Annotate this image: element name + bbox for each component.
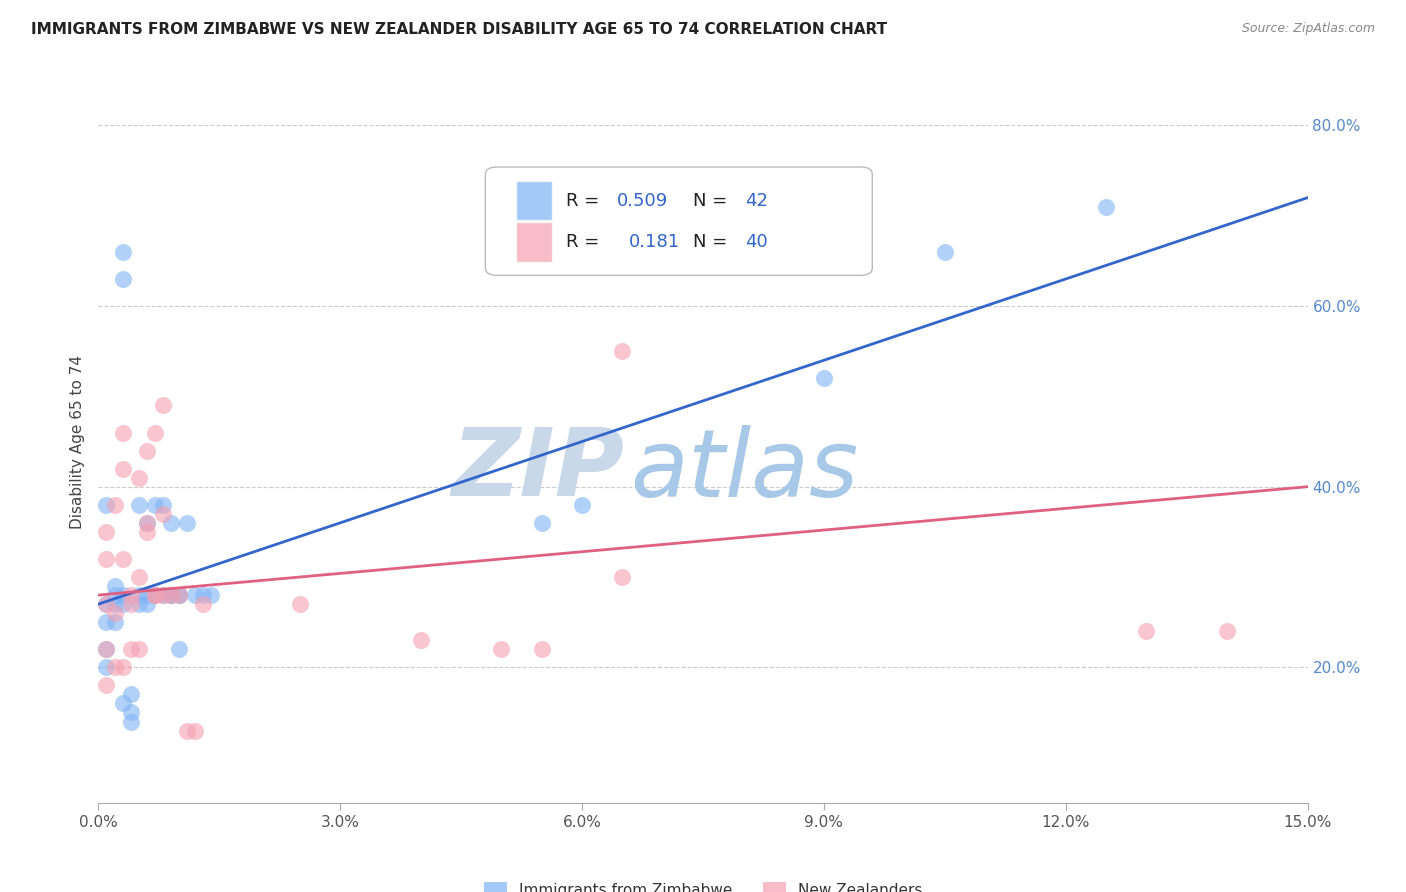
Point xyxy=(288,597,311,611)
Point xyxy=(409,633,432,648)
Point xyxy=(176,723,198,738)
Point xyxy=(813,371,835,385)
Text: atlas: atlas xyxy=(630,425,859,516)
Point xyxy=(96,498,118,512)
Point xyxy=(152,588,174,602)
Point xyxy=(103,579,125,593)
Point xyxy=(530,516,553,530)
Point xyxy=(128,471,150,485)
Point xyxy=(193,597,215,611)
Point xyxy=(143,588,166,602)
Point xyxy=(571,498,593,512)
Point xyxy=(160,588,183,602)
Point xyxy=(96,642,118,657)
Point xyxy=(167,588,190,602)
Point xyxy=(135,516,157,530)
Point xyxy=(128,588,150,602)
Point xyxy=(103,660,125,674)
Point xyxy=(143,588,166,602)
Point xyxy=(135,597,157,611)
Legend: Immigrants from Zimbabwe, New Zealanders: Immigrants from Zimbabwe, New Zealanders xyxy=(478,875,928,892)
Point xyxy=(103,588,125,602)
Text: N =: N = xyxy=(693,233,734,251)
Point xyxy=(491,642,513,657)
Point xyxy=(176,516,198,530)
Point xyxy=(120,597,142,611)
Point xyxy=(160,588,183,602)
Point xyxy=(120,714,142,729)
Text: 42: 42 xyxy=(745,192,768,210)
Point xyxy=(135,588,157,602)
Point xyxy=(111,552,134,566)
Text: R =: R = xyxy=(567,192,606,210)
Point xyxy=(96,642,118,657)
Point xyxy=(184,588,207,602)
Text: 0.181: 0.181 xyxy=(630,233,681,251)
Point xyxy=(1216,624,1239,639)
Point xyxy=(103,498,125,512)
FancyBboxPatch shape xyxy=(516,181,551,220)
Point xyxy=(120,706,142,720)
Point xyxy=(184,723,207,738)
Point xyxy=(111,425,134,440)
Point xyxy=(612,570,634,584)
Point xyxy=(152,507,174,521)
Point xyxy=(96,552,118,566)
Point xyxy=(103,606,125,620)
Point xyxy=(111,588,134,602)
Point xyxy=(1095,200,1118,214)
Point xyxy=(128,642,150,657)
Point xyxy=(120,687,142,701)
Text: Source: ZipAtlas.com: Source: ZipAtlas.com xyxy=(1241,22,1375,36)
Point xyxy=(111,597,134,611)
Point xyxy=(160,516,183,530)
Point xyxy=(143,588,166,602)
Point xyxy=(167,642,190,657)
Point xyxy=(160,588,183,602)
Point xyxy=(96,524,118,539)
Point xyxy=(135,443,157,458)
Point xyxy=(96,615,118,630)
Text: ZIP: ZIP xyxy=(451,425,624,516)
Text: 0.509: 0.509 xyxy=(617,192,668,210)
FancyBboxPatch shape xyxy=(516,222,551,261)
Point xyxy=(167,588,190,602)
Point xyxy=(96,597,118,611)
Point xyxy=(96,678,118,692)
Point xyxy=(111,697,134,711)
Point xyxy=(128,597,150,611)
Point xyxy=(143,498,166,512)
Point xyxy=(152,588,174,602)
Point xyxy=(135,516,157,530)
Point xyxy=(111,244,134,259)
Point xyxy=(612,344,634,359)
Point xyxy=(120,588,142,602)
FancyBboxPatch shape xyxy=(485,167,872,276)
Point xyxy=(128,570,150,584)
Point xyxy=(103,615,125,630)
Point xyxy=(135,524,157,539)
Point xyxy=(193,588,215,602)
Point xyxy=(200,588,222,602)
Point xyxy=(120,642,142,657)
Point xyxy=(111,272,134,286)
Point xyxy=(128,498,150,512)
Point xyxy=(143,425,166,440)
Point xyxy=(167,588,190,602)
Text: IMMIGRANTS FROM ZIMBABWE VS NEW ZEALANDER DISABILITY AGE 65 TO 74 CORRELATION CH: IMMIGRANTS FROM ZIMBABWE VS NEW ZEALANDE… xyxy=(31,22,887,37)
Text: 40: 40 xyxy=(745,233,768,251)
Point xyxy=(152,498,174,512)
Point xyxy=(103,597,125,611)
Text: N =: N = xyxy=(693,192,734,210)
Point xyxy=(111,660,134,674)
Point xyxy=(96,660,118,674)
Text: R =: R = xyxy=(567,233,612,251)
Point xyxy=(530,642,553,657)
Y-axis label: Disability Age 65 to 74: Disability Age 65 to 74 xyxy=(69,354,84,529)
Point xyxy=(96,597,118,611)
Point xyxy=(111,461,134,475)
Point xyxy=(934,244,956,259)
Point xyxy=(1135,624,1157,639)
Point xyxy=(152,398,174,412)
